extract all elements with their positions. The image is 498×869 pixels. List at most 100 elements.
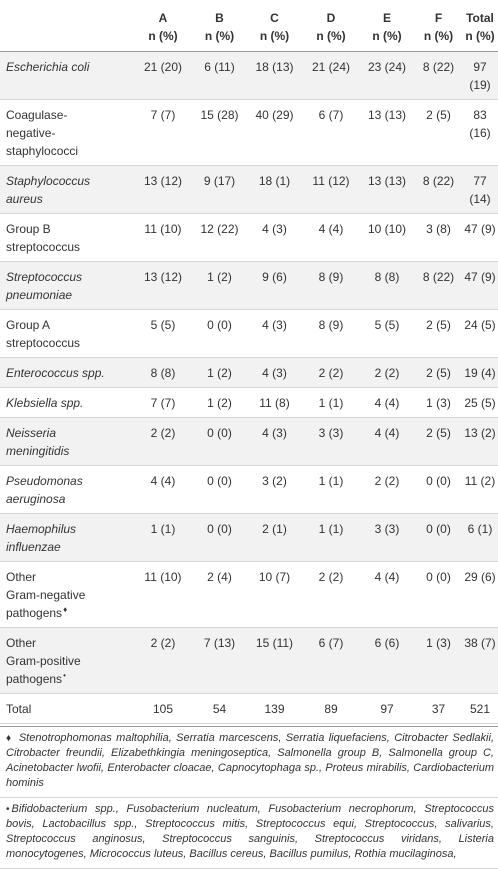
count-cell: 2 (1)	[246, 513, 303, 562]
count-cell: 4 (3)	[246, 357, 303, 388]
count-cell: 0 (0)	[415, 561, 462, 628]
organism-name-line: Group B	[6, 222, 51, 236]
count-cell: 15 (11)	[246, 627, 303, 694]
count-cell: 6 (7)	[303, 99, 359, 166]
count-cell: 1 (1)	[303, 513, 359, 562]
table-row: Klebsiella spp. 7 (7) 1 (2) 11 (8) 1 (1) 4 (4…	[0, 387, 498, 418]
count-cell: 29 (6)	[462, 561, 498, 628]
count-cell: 12 (22)	[193, 213, 246, 262]
count-cell: 1 (1)	[133, 513, 193, 562]
count-cell: 40 (29)	[246, 99, 303, 166]
count-cell: 97 (19)	[462, 51, 498, 100]
count-cell: 8 (9)	[303, 261, 359, 310]
organism-name-line: meningitidis	[6, 444, 70, 458]
count-cell: 4 (3)	[246, 417, 303, 466]
count-cell: 9 (17)	[193, 165, 246, 214]
table-row: Streptococcus pneumoniae 13 (12) 1 (2) 9 (6)…	[0, 261, 498, 310]
count-cell: 18 (1)	[246, 165, 303, 214]
count-cell: 13 (13)	[359, 99, 415, 166]
organism-name-line: Pseudomonas	[6, 474, 83, 488]
count-cell: 9 (6)	[246, 261, 303, 310]
organism-name-line: staphylococci	[6, 144, 79, 158]
table-row: Haemophilus influenzae 1 (1) 0 (0) 2 (1) 1 (1…	[0, 513, 498, 562]
count-cell: 24 (5)	[462, 309, 498, 358]
count-cell: 11 (10)	[133, 561, 193, 628]
footnote-marker-icon: ♦	[63, 605, 68, 614]
table-body: Escherichia coli 21 (20) 6 (11) 18 (13) 21 (…	[0, 51, 498, 724]
count-cell: 4 (4)	[133, 465, 193, 514]
count-cell: 6 (1)	[462, 513, 498, 562]
organism-name-line: pathogens	[6, 606, 63, 620]
organism-name-cell: Pseudomonas aeruginosa	[0, 465, 133, 514]
bullet-marker: •	[6, 804, 10, 815]
count-cell: 8 (9)	[303, 309, 359, 358]
footnotes: ♦ Stenotrophomonas maltophilia, Serratia…	[0, 726, 498, 869]
count-cell: 8 (22)	[415, 51, 462, 100]
count-cell: 3 (2)	[246, 465, 303, 514]
footnote-gram-positive-text: Bifidobacterium spp., Fusobacterium nucl…	[6, 803, 494, 860]
organism-name-line: Gram-positive	[6, 654, 81, 668]
count-cell: 25 (5)	[462, 387, 498, 418]
count-cell: 1 (2)	[193, 261, 246, 310]
organism-name-line: influenzae	[6, 540, 61, 554]
count-cell: 47 (9)	[462, 261, 498, 310]
count-cell: 4 (4)	[359, 561, 415, 628]
count-cell: 47 (9)	[462, 213, 498, 262]
count-cell: 0 (0)	[193, 417, 246, 466]
count-cell: 97	[359, 693, 415, 724]
count-cell: 2 (2)	[133, 417, 193, 466]
count-cell: 4 (3)	[246, 309, 303, 358]
count-cell: 38 (7)	[462, 627, 498, 694]
footnote-gram-negative-text: Stenotrophomonas maltophilia, Serratia m…	[6, 732, 494, 789]
organism-name-cell: Enterococcus spp.	[0, 357, 133, 388]
count-cell: 3 (3)	[359, 513, 415, 562]
count-cell: 3 (3)	[303, 417, 359, 466]
table-row: Other Gram-positive pathogens• 2 (2) 7 (13) 1…	[0, 627, 498, 694]
count-cell: 8 (8)	[359, 261, 415, 310]
count-cell: 0 (0)	[193, 465, 246, 514]
organism-name-line: aeruginosa	[6, 492, 66, 506]
count-cell: 0 (0)	[193, 309, 246, 358]
count-cell: 89	[303, 693, 359, 724]
count-cell: 11 (12)	[303, 165, 359, 214]
count-cell: 15 (28)	[193, 99, 246, 166]
count-cell: 2 (5)	[415, 357, 462, 388]
count-cell: 11 (8)	[246, 387, 303, 418]
count-cell: 1 (2)	[193, 357, 246, 388]
table-row: Staphylococcus aureus 13 (12) 9 (17) 18 (1) 1…	[0, 165, 498, 214]
count-cell: 3 (8)	[415, 213, 462, 262]
count-cell: 0 (0)	[193, 513, 246, 562]
organism-name-line: pneumoniae	[6, 288, 73, 302]
count-cell: 6 (11)	[193, 51, 246, 100]
count-cell: 8 (8)	[133, 357, 193, 388]
table-row: Total 105 54 139 89 97 37 521	[0, 693, 498, 724]
count-cell: 2 (2)	[303, 561, 359, 628]
count-cell: 2 (2)	[303, 357, 359, 388]
count-cell: 77 (14)	[462, 165, 498, 214]
count-cell: 23 (24)	[359, 51, 415, 100]
count-cell: 4 (3)	[246, 213, 303, 262]
count-cell: 13 (2)	[462, 417, 498, 466]
footnote-gram-negative: ♦ Stenotrophomonas maltophilia, Serratia…	[0, 727, 498, 798]
header-cell-organism	[0, 0, 133, 52]
organism-name-line: Staphylococcus	[6, 174, 91, 188]
count-cell: 1 (1)	[303, 387, 359, 418]
count-cell: 13 (12)	[133, 165, 193, 214]
organism-name-line: Coagulase-	[6, 108, 68, 122]
organism-name-line: Group A	[6, 318, 51, 332]
organism-name-line: pathogens	[6, 672, 63, 686]
organism-name-line: Haemophilus	[6, 522, 77, 536]
organism-name-cell: Coagulase-negative-staphylococci	[0, 99, 133, 166]
count-cell: 8 (22)	[415, 261, 462, 310]
organism-name-cell: Group A streptococcus	[0, 309, 133, 358]
organism-name-line: Gram-negative	[6, 588, 86, 602]
